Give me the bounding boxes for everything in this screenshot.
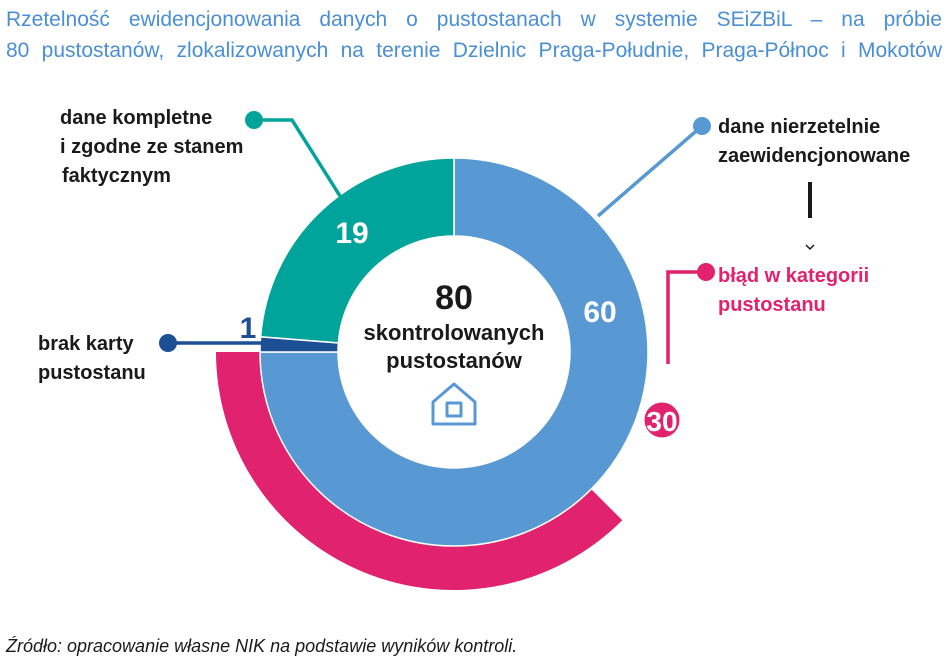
dot-complete bbox=[245, 111, 263, 129]
label-complete-line-3: faktycznym bbox=[62, 165, 171, 187]
category-error-badge bbox=[641, 399, 683, 441]
label-complete-line-2: i zgodne ze stanem bbox=[60, 136, 244, 158]
slice-label-category-error: 30 bbox=[646, 406, 677, 437]
leader-category-error bbox=[666, 270, 706, 364]
label-no-card: brak karty pustostanu bbox=[38, 330, 146, 388]
slice-category_error bbox=[215, 352, 623, 591]
dot-category-error bbox=[697, 263, 715, 281]
slice-unreliable bbox=[259, 157, 649, 547]
label-complete: dane kompletne i zgodne ze stanem faktyc… bbox=[60, 104, 243, 191]
slice-label-no-card: 1 bbox=[240, 312, 257, 345]
dot-unreliable bbox=[693, 117, 711, 135]
label-unreliable-line-2: zaewidencjonowane bbox=[718, 145, 911, 167]
slice-label-complete: 19 bbox=[335, 217, 368, 250]
center-label-line-1: skontrolowanych bbox=[364, 320, 545, 345]
label-unreliable-line-1: dane nierzetelnie bbox=[718, 116, 881, 138]
dot-no-card bbox=[159, 334, 177, 352]
category-error-arc bbox=[215, 352, 623, 591]
title-line-1: Rzetelność ewidencjonowania danych o pus… bbox=[6, 8, 942, 31]
label-category-error-line-2: pustostanu bbox=[718, 294, 826, 316]
label-no-card-line-1: brak karty bbox=[38, 333, 134, 355]
label-category-error: błąd w kategorii pustostanu bbox=[718, 262, 869, 320]
label-unreliable: dane nierzetelnie zaewidencjonowane bbox=[718, 113, 910, 171]
source-note: Źródło: opracowanie własne NIK na podsta… bbox=[6, 636, 518, 656]
leader-lines bbox=[159, 111, 715, 364]
chevron-down-icon bbox=[805, 244, 815, 251]
label-no-card-line-2: pustostanu bbox=[38, 362, 146, 384]
label-complete-line-1: dane kompletne bbox=[60, 107, 213, 129]
slice-label-unreliable: 60 bbox=[583, 296, 616, 329]
label-category-error-line-1: błąd w kategorii bbox=[718, 265, 870, 287]
house-icon bbox=[431, 382, 477, 426]
chart-title: Rzetelność ewidencjonowania danych o pus… bbox=[6, 4, 942, 66]
title-line-2: 80 pustostanów, zlokalizowanych na teren… bbox=[6, 39, 942, 62]
leader-unreliable bbox=[596, 124, 704, 218]
leader-complete bbox=[254, 118, 342, 197]
center-label-line-2: pustostanów bbox=[386, 348, 523, 373]
center-value: 80 bbox=[435, 279, 473, 317]
slice-complete bbox=[259, 157, 455, 344]
